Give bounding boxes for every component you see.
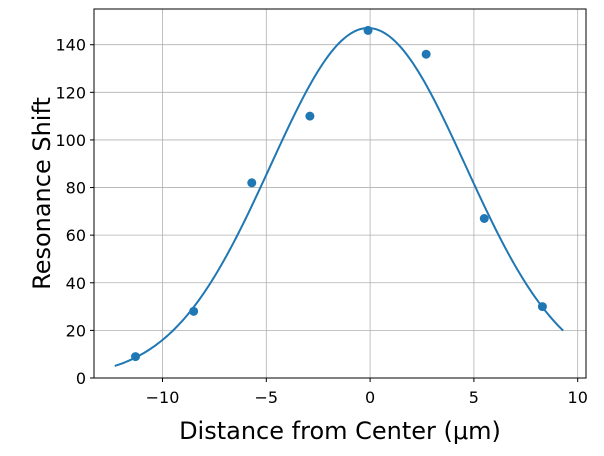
x-tick-label: 0 bbox=[365, 388, 375, 407]
x-axis-label: Distance from Center (μm) bbox=[179, 417, 501, 445]
x-axis-ticks: −10 −5 0 5 10 bbox=[146, 378, 588, 407]
x-tick-label: −10 bbox=[146, 388, 180, 407]
grid bbox=[94, 9, 586, 379]
x-tick-label: −5 bbox=[255, 388, 279, 407]
x-tick-label: 10 bbox=[568, 388, 588, 407]
y-tick-label: 20 bbox=[66, 321, 86, 340]
data-point bbox=[131, 352, 141, 362]
y-tick-label: 40 bbox=[66, 274, 86, 293]
data-point bbox=[247, 178, 257, 188]
y-axis-ticks: 0 20 40 60 80 100 120 140 bbox=[55, 36, 94, 388]
plot-frame bbox=[93, 8, 587, 379]
data-point bbox=[305, 111, 315, 121]
data-point bbox=[421, 49, 431, 59]
y-tick-label: 140 bbox=[55, 36, 86, 55]
data-point bbox=[189, 306, 199, 316]
y-tick-label: 120 bbox=[55, 83, 86, 102]
y-tick-label: 60 bbox=[66, 226, 86, 245]
y-tick-label: 0 bbox=[76, 369, 86, 388]
y-tick-label: 80 bbox=[66, 179, 86, 198]
fit-curve bbox=[114, 27, 564, 367]
y-tick-label: 100 bbox=[55, 131, 86, 150]
data-point bbox=[363, 25, 373, 35]
y-axis-label: Resonance Shift bbox=[28, 97, 56, 290]
data-point bbox=[479, 213, 489, 223]
x-tick-label: 5 bbox=[469, 388, 479, 407]
data-point bbox=[537, 302, 547, 312]
data-points bbox=[131, 25, 547, 362]
